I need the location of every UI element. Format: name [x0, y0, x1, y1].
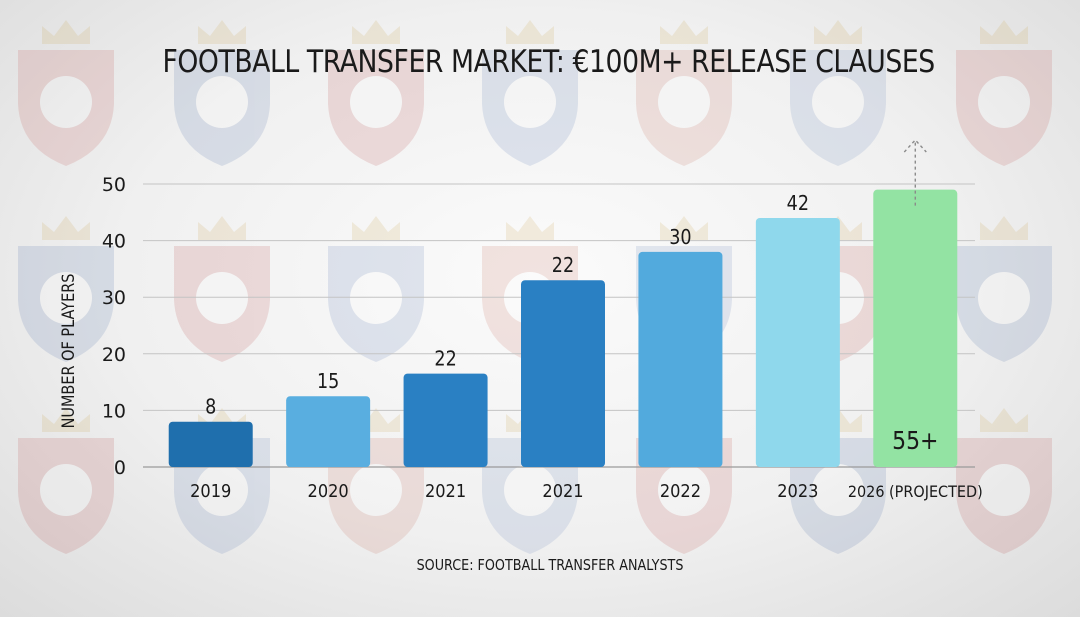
- crest-watermark: [482, 20, 578, 166]
- y-tick-label: 40: [102, 231, 126, 253]
- crest-watermark: [18, 20, 114, 166]
- bar: [755, 217, 840, 467]
- data-label: 42: [787, 193, 809, 215]
- data-label: 22: [552, 255, 574, 277]
- crest-watermark: [174, 216, 270, 362]
- bar: [638, 251, 723, 467]
- crest-watermark: [18, 216, 114, 362]
- crest-watermark: [174, 20, 270, 166]
- x-tick-label: 2023: [777, 481, 818, 502]
- crest-watermark: [956, 20, 1052, 166]
- x-tick-label: 2026 (PROJECTED): [848, 482, 983, 501]
- y-tick-label: 30: [102, 287, 126, 309]
- y-tick-label: 20: [102, 344, 126, 366]
- x-tick-label: 2019: [190, 481, 231, 502]
- bar: [521, 280, 605, 467]
- x-tick-label: 2020: [308, 481, 349, 502]
- crest-watermark: [790, 20, 886, 166]
- bar: [168, 421, 253, 467]
- data-label: 15: [317, 371, 339, 393]
- data-label: 55+: [892, 426, 938, 456]
- x-tick-label: 2021: [542, 481, 583, 502]
- chart-title: FOOTBALL TRANSFER MARKET: €100M+ RELEASE…: [162, 44, 935, 80]
- crest-watermark: [328, 20, 424, 166]
- crest-watermark: [956, 408, 1052, 554]
- y-tick-label: 50: [102, 174, 126, 196]
- crest-watermark: [636, 20, 732, 166]
- data-label: 22: [434, 349, 456, 371]
- bar: [873, 189, 958, 467]
- y-tick-label: 0: [114, 457, 126, 479]
- crest-watermark: [18, 408, 114, 554]
- source-note: SOURCE: FOOTBALL TRANSFER ANALYSTS: [416, 556, 684, 574]
- bar: [403, 373, 488, 467]
- x-tick-label: 2022: [660, 481, 701, 502]
- crest-watermark: [328, 216, 424, 362]
- data-label: 30: [669, 227, 691, 249]
- data-label: 8: [205, 397, 216, 419]
- bar: [286, 396, 371, 467]
- y-tick-label: 10: [102, 400, 126, 422]
- crest-watermark: [956, 216, 1052, 362]
- x-tick-label: 2021: [425, 481, 466, 502]
